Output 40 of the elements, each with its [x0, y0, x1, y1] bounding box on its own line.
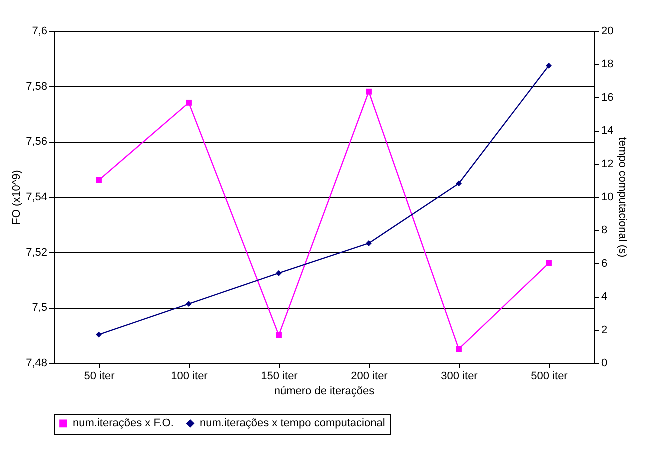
point	[456, 346, 462, 352]
y2-axis-title: tempo computacional (s)	[616, 137, 629, 258]
legend-label: num.iterações x tempo computacional	[200, 418, 386, 430]
y-tick-label: 7,52	[26, 246, 48, 259]
point	[546, 260, 552, 266]
point	[276, 332, 282, 338]
x-tick-label: 300 iter	[441, 370, 478, 382]
y2-tick-label: 8	[602, 224, 608, 237]
y-axis-title: FO (x10^9)	[11, 170, 24, 225]
point	[186, 100, 192, 106]
x-tick-label: 500 iter	[531, 370, 568, 382]
x-tick-label: 200 iter	[351, 370, 388, 382]
y-tick-label: 7,54	[26, 192, 48, 204]
y2-tick-label: 6	[602, 258, 608, 270]
y-tick-label: 7,5	[32, 302, 48, 314]
y2-tick-label: 2	[602, 324, 608, 336]
y2-tick-label: 18	[602, 58, 614, 71]
y2-tick-label: 20	[602, 26, 614, 38]
point	[96, 177, 102, 184]
y-tick-label: 7,58	[26, 80, 48, 93]
y2-tick-label: 4	[602, 291, 608, 304]
y2-tick-label: 16	[602, 92, 614, 104]
point	[366, 88, 372, 95]
legend-label: num.iterações x F.O.	[73, 418, 174, 430]
y-tick-label: 7,56	[26, 136, 48, 148]
x-tick-label: 100 iter	[171, 370, 208, 382]
y-tick-label: 7,48	[26, 358, 48, 370]
y2-tick-label: 0	[602, 358, 608, 370]
point	[186, 301, 192, 308]
point	[96, 332, 102, 338]
point	[546, 62, 552, 69]
x-tick-label: 50 iter	[84, 370, 116, 382]
y-tick-label: 7,6	[32, 26, 48, 38]
point	[456, 180, 462, 187]
x-tick-label: 150 iter	[261, 370, 298, 382]
y2-tick-label: 12	[602, 158, 614, 170]
y2-tick-label: 10	[602, 192, 614, 204]
y2-tick-label: 14	[602, 125, 614, 138]
point	[276, 270, 282, 276]
x-axis-title: número de iterações	[274, 386, 376, 398]
